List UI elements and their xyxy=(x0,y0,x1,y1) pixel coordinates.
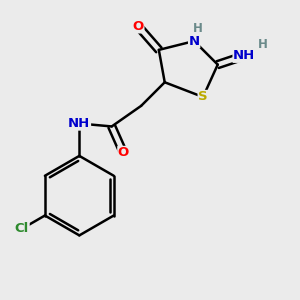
Text: H: H xyxy=(257,38,267,51)
Text: NH: NH xyxy=(68,117,91,130)
Text: NH: NH xyxy=(233,49,255,62)
Text: S: S xyxy=(198,91,208,103)
Text: N: N xyxy=(189,34,200,48)
Text: H: H xyxy=(193,22,202,35)
Text: Cl: Cl xyxy=(15,222,29,235)
Text: O: O xyxy=(118,146,129,159)
Text: O: O xyxy=(133,20,144,33)
